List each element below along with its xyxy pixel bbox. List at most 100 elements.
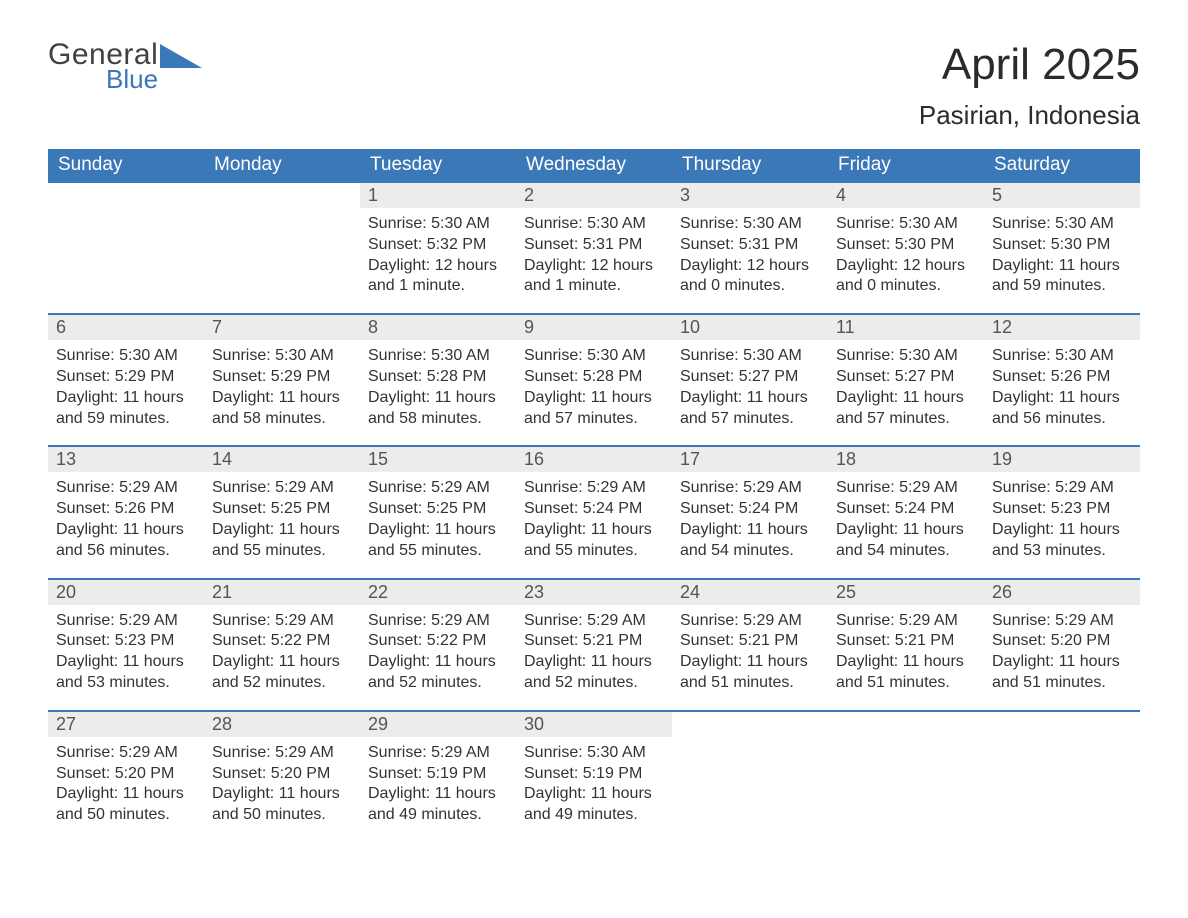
daylight-text-1: Daylight: 12 hours	[836, 256, 976, 277]
day-number-cell: 12	[984, 315, 1140, 340]
sunrise-text: Sunrise: 5:30 AM	[368, 214, 508, 235]
daylight-text-1: Daylight: 11 hours	[992, 652, 1132, 673]
sunset-text: Sunset: 5:19 PM	[524, 764, 664, 785]
sunset-text: Sunset: 5:29 PM	[212, 367, 352, 388]
sunrise-text: Sunrise: 5:30 AM	[56, 346, 196, 367]
day-number-cell: 15	[360, 447, 516, 472]
daylight-text-1: Daylight: 11 hours	[680, 520, 820, 541]
sunset-text: Sunset: 5:23 PM	[992, 499, 1132, 520]
daylight-text-2: and 49 minutes.	[368, 805, 508, 826]
day-number-cell: 19	[984, 447, 1140, 472]
sunset-text: Sunset: 5:26 PM	[992, 367, 1132, 388]
daylight-text-2: and 1 minute.	[368, 276, 508, 297]
title-block: April 2025 Pasirian, Indonesia	[919, 40, 1140, 143]
title-location: Pasirian, Indonesia	[919, 100, 1140, 131]
daylight-text-2: and 53 minutes.	[992, 541, 1132, 562]
sunrise-text: Sunrise: 5:29 AM	[212, 478, 352, 499]
day-body-cell: Sunrise: 5:30 AMSunset: 5:29 PMDaylight:…	[204, 340, 360, 446]
day-body-cell: Sunrise: 5:29 AMSunset: 5:21 PMDaylight:…	[828, 605, 984, 711]
sunrise-text: Sunrise: 5:29 AM	[992, 611, 1132, 632]
daylight-text-2: and 59 minutes.	[56, 409, 196, 430]
day-number-cell: 26	[984, 580, 1140, 605]
day-body-cell: Sunrise: 5:29 AMSunset: 5:22 PMDaylight:…	[204, 605, 360, 711]
daylight-text-1: Daylight: 11 hours	[368, 388, 508, 409]
sunrise-text: Sunrise: 5:29 AM	[212, 743, 352, 764]
daylight-text-1: Daylight: 12 hours	[680, 256, 820, 277]
sunrise-text: Sunrise: 5:30 AM	[524, 346, 664, 367]
daylight-text-2: and 50 minutes.	[212, 805, 352, 826]
day-body-cell: Sunrise: 5:29 AMSunset: 5:19 PMDaylight:…	[360, 737, 516, 842]
daylight-text-2: and 51 minutes.	[992, 673, 1132, 694]
sunrise-text: Sunrise: 5:29 AM	[368, 478, 508, 499]
daylight-text-1: Daylight: 11 hours	[56, 388, 196, 409]
sunrise-text: Sunrise: 5:30 AM	[836, 214, 976, 235]
day-body-cell: Sunrise: 5:30 AMSunset: 5:30 PMDaylight:…	[828, 208, 984, 314]
day-body-cell: Sunrise: 5:29 AMSunset: 5:21 PMDaylight:…	[672, 605, 828, 711]
day-body-cell: Sunrise: 5:30 AMSunset: 5:31 PMDaylight:…	[672, 208, 828, 314]
daylight-text-2: and 56 minutes.	[992, 409, 1132, 430]
day-number-cell: 11	[828, 315, 984, 340]
sunrise-text: Sunrise: 5:29 AM	[56, 478, 196, 499]
sunrise-text: Sunrise: 5:30 AM	[836, 346, 976, 367]
sunrise-text: Sunrise: 5:29 AM	[56, 611, 196, 632]
daylight-text-1: Daylight: 11 hours	[524, 388, 664, 409]
day-header: Wednesday	[516, 149, 672, 182]
sunset-text: Sunset: 5:25 PM	[368, 499, 508, 520]
daylight-text-2: and 57 minutes.	[680, 409, 820, 430]
daylight-text-1: Daylight: 11 hours	[992, 256, 1132, 277]
sunset-text: Sunset: 5:27 PM	[680, 367, 820, 388]
sunrise-text: Sunrise: 5:29 AM	[212, 611, 352, 632]
sunset-text: Sunset: 5:31 PM	[680, 235, 820, 256]
sunset-text: Sunset: 5:29 PM	[56, 367, 196, 388]
daylight-text-2: and 57 minutes.	[524, 409, 664, 430]
daylight-text-2: and 55 minutes.	[212, 541, 352, 562]
day-number-cell: 1	[360, 183, 516, 208]
day-number-cell: 23	[516, 580, 672, 605]
sunset-text: Sunset: 5:23 PM	[56, 631, 196, 652]
day-body-cell: Sunrise: 5:30 AMSunset: 5:26 PMDaylight:…	[984, 340, 1140, 446]
daylight-text-1: Daylight: 11 hours	[680, 652, 820, 673]
sunrise-text: Sunrise: 5:30 AM	[992, 214, 1132, 235]
daylight-text-1: Daylight: 11 hours	[524, 784, 664, 805]
daylight-text-1: Daylight: 11 hours	[368, 520, 508, 541]
daylight-text-1: Daylight: 11 hours	[212, 388, 352, 409]
day-body-cell: Sunrise: 5:29 AMSunset: 5:26 PMDaylight:…	[48, 472, 204, 578]
day-body-cell: Sunrise: 5:29 AMSunset: 5:21 PMDaylight:…	[516, 605, 672, 711]
sunset-text: Sunset: 5:22 PM	[368, 631, 508, 652]
day-body-cell	[204, 208, 360, 314]
day-body-cell: Sunrise: 5:30 AMSunset: 5:28 PMDaylight:…	[360, 340, 516, 446]
sunrise-text: Sunrise: 5:29 AM	[524, 611, 664, 632]
daylight-text-1: Daylight: 11 hours	[212, 520, 352, 541]
day-body-cell: Sunrise: 5:30 AMSunset: 5:31 PMDaylight:…	[516, 208, 672, 314]
sunrise-text: Sunrise: 5:29 AM	[836, 611, 976, 632]
day-number-cell: 9	[516, 315, 672, 340]
day-number-cell: 7	[204, 315, 360, 340]
daylight-text-2: and 53 minutes.	[56, 673, 196, 694]
day-number-cell: 27	[48, 712, 204, 737]
sunrise-text: Sunrise: 5:29 AM	[992, 478, 1132, 499]
day-body-cell	[48, 208, 204, 314]
sunset-text: Sunset: 5:21 PM	[836, 631, 976, 652]
day-number-cell: 17	[672, 447, 828, 472]
sunset-text: Sunset: 5:20 PM	[56, 764, 196, 785]
daylight-text-2: and 58 minutes.	[368, 409, 508, 430]
daylight-text-1: Daylight: 11 hours	[992, 388, 1132, 409]
day-number-cell: 8	[360, 315, 516, 340]
day-header: Sunday	[48, 149, 204, 182]
sunset-text: Sunset: 5:26 PM	[56, 499, 196, 520]
daylight-text-1: Daylight: 11 hours	[680, 388, 820, 409]
sunset-text: Sunset: 5:25 PM	[212, 499, 352, 520]
day-body-cell: Sunrise: 5:29 AMSunset: 5:24 PMDaylight:…	[828, 472, 984, 578]
day-number-cell: 25	[828, 580, 984, 605]
day-body-cell	[828, 737, 984, 842]
sunset-text: Sunset: 5:21 PM	[524, 631, 664, 652]
day-header: Friday	[828, 149, 984, 182]
daylight-text-2: and 51 minutes.	[836, 673, 976, 694]
sunset-text: Sunset: 5:30 PM	[992, 235, 1132, 256]
daylight-text-2: and 49 minutes.	[524, 805, 664, 826]
calendar-table: SundayMondayTuesdayWednesdayThursdayFrid…	[48, 149, 1140, 842]
logo-triangle-icon	[160, 44, 202, 68]
daylight-text-1: Daylight: 11 hours	[524, 520, 664, 541]
day-number-cell: 4	[828, 183, 984, 208]
daylight-text-2: and 52 minutes.	[524, 673, 664, 694]
